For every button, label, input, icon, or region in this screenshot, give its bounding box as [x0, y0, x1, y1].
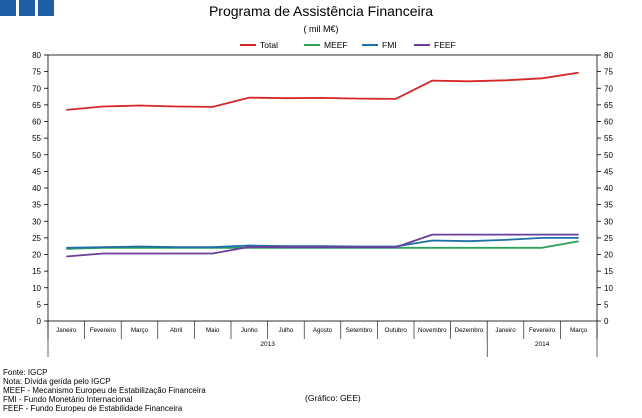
y-tick-label-right: 40 — [604, 184, 613, 193]
x-tick-label: Outubro — [385, 327, 408, 334]
y-tick-label-left: 25 — [32, 234, 41, 243]
legend-label-total: Total — [260, 40, 278, 50]
y-tick-label-right: 20 — [604, 251, 613, 260]
y-tick-label-right: 35 — [604, 201, 613, 210]
y-tick-label-right: 5 — [604, 300, 609, 309]
y-tick-label-right: 70 — [604, 84, 613, 93]
x-tick-label: Fevereiro — [90, 327, 117, 334]
series-line-fmi — [66, 236, 579, 249]
x-tick-label: Janeiro — [56, 327, 77, 334]
y-tick-label-right: 30 — [604, 217, 613, 226]
x-tick-label: Agosto — [313, 327, 333, 334]
year-label: 2014 — [535, 341, 550, 348]
x-tick-label: Dezembro — [455, 327, 484, 334]
legend-label-feef: FEEF — [434, 40, 456, 50]
y-tick-label-left: 60 — [32, 118, 41, 127]
x-tick-label: Maio — [206, 327, 220, 334]
y-tick-label-left: 35 — [32, 201, 41, 210]
chart-title: Programa de Assistência Financeira — [208, 3, 434, 19]
y-tick-label-right: 80 — [604, 51, 613, 60]
y-tick-label-right: 0 — [604, 317, 609, 326]
logo-square — [19, 0, 35, 16]
y-tick-label-right: 10 — [604, 284, 613, 293]
x-tick-label: Janeiro — [495, 327, 516, 334]
series-line-feef — [66, 233, 579, 258]
y-tick-label-left: 20 — [32, 251, 41, 260]
y-tick-label-right: 15 — [604, 267, 613, 276]
logo-square — [0, 0, 16, 16]
y-tick-label-left: 30 — [32, 217, 41, 226]
note-fmi: FMI - Fundo Monetário Internacional — [3, 395, 133, 404]
y-tick-label-left: 55 — [32, 134, 41, 143]
y-tick-label-right: 45 — [604, 167, 613, 176]
x-tick-label: Julho — [279, 327, 294, 334]
y-tick-label-left: 65 — [32, 101, 41, 110]
x-tick-label: Novembro — [418, 327, 447, 334]
y-tick-label-right: 60 — [604, 118, 613, 127]
logo — [0, 0, 54, 16]
y-tick-label-left: 15 — [32, 267, 41, 276]
legend-label-meef: MEEF — [324, 40, 348, 50]
chart-credit: (Gráfico: GEE) — [305, 393, 361, 403]
note-debt: Nota: Dívida gerida pelo IGCP — [3, 377, 111, 386]
logo-square — [38, 0, 54, 16]
y-tick-label-left: 50 — [32, 151, 41, 160]
y-tick-label-right: 55 — [604, 134, 613, 143]
chart-subtitle: ( mil M€) — [303, 24, 339, 34]
note-meef: MEEF - Mecanismo Europeu de Estabilizaçã… — [3, 386, 206, 395]
x-tick-label: Fevereiro — [529, 327, 556, 334]
y-tick-label-left: 80 — [32, 51, 41, 60]
plot-frame — [47, 54, 598, 322]
legend-label-fmi: FMI — [382, 40, 397, 50]
x-tick-label: Março — [570, 327, 588, 334]
y-tick-label-left: 40 — [32, 184, 41, 193]
series-line-total — [66, 71, 579, 111]
y-tick-label-left: 5 — [37, 300, 42, 309]
y-tick-label-left: 70 — [32, 84, 41, 93]
y-tick-label-left: 75 — [32, 68, 41, 77]
year-label: 2013 — [260, 341, 275, 348]
y-tick-label-right: 50 — [604, 151, 613, 160]
y-tick-label-left: 0 — [37, 317, 42, 326]
y-tick-label-left: 10 — [32, 284, 41, 293]
note-source: Fonte: IGCP — [3, 368, 48, 377]
x-tick-label: Junho — [241, 327, 258, 334]
y-tick-label-right: 65 — [604, 101, 613, 110]
y-tick-label-right: 75 — [604, 68, 613, 77]
y-tick-label-right: 25 — [604, 234, 613, 243]
y-tick-label-left: 45 — [32, 167, 41, 176]
x-tick-label: Março — [131, 327, 149, 334]
note-feef: FEEF - Fundo Europeu de Estabilidade Fin… — [3, 404, 183, 413]
x-tick-label: Setembro — [346, 327, 373, 334]
x-tick-label: Abril — [170, 327, 182, 334]
